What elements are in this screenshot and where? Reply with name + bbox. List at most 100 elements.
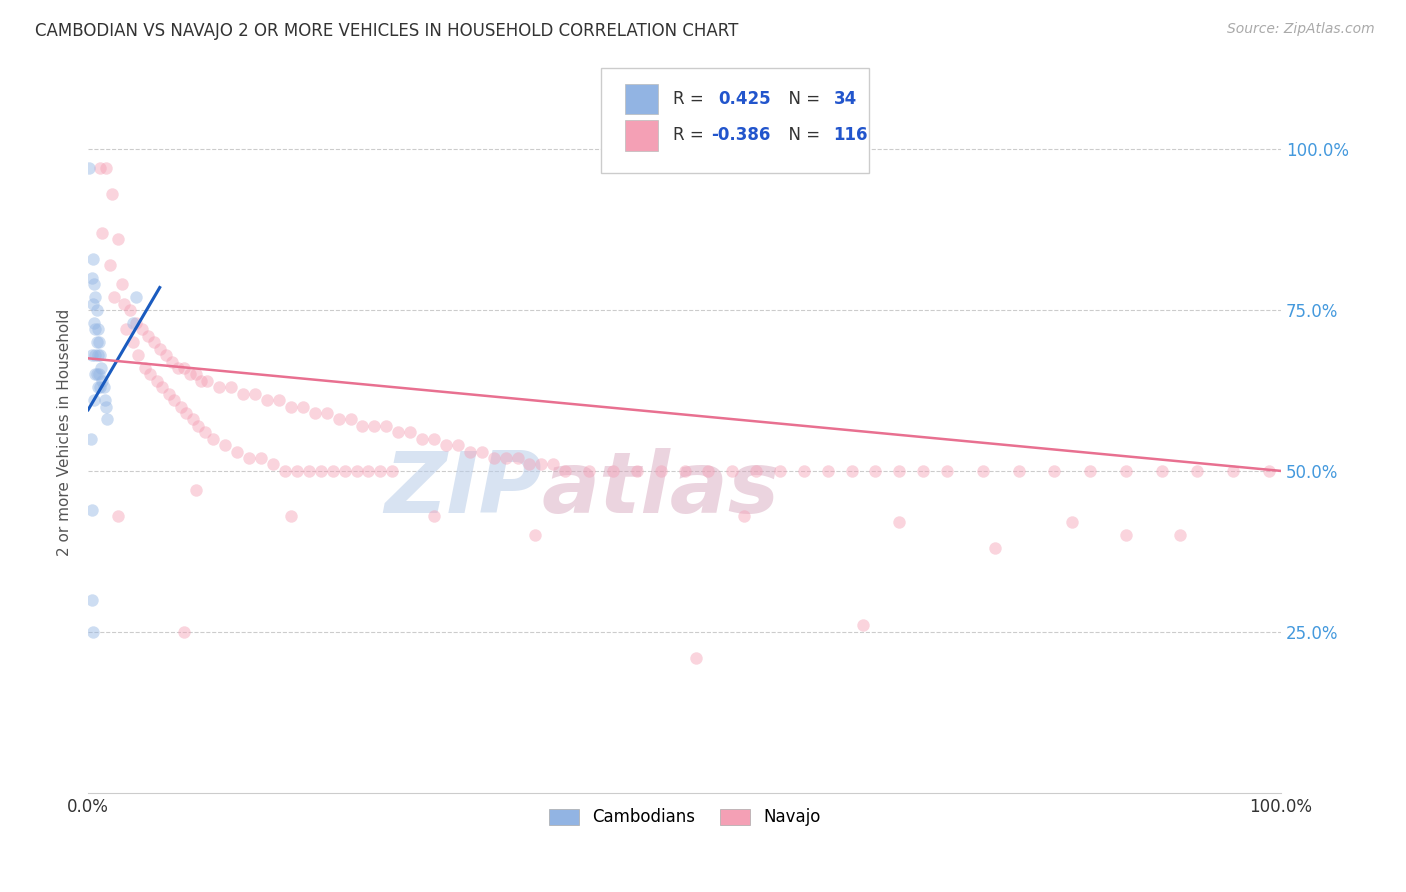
- Point: [333, 464, 356, 478]
- Point: [173, 361, 195, 376]
- Point: [1007, 464, 1029, 478]
- Point: [187, 418, 209, 433]
- Point: [125, 316, 148, 330]
- Text: 34: 34: [834, 90, 856, 108]
- Point: [411, 432, 433, 446]
- Point: [602, 464, 624, 478]
- Point: [136, 328, 159, 343]
- Point: [309, 464, 332, 478]
- Point: [91, 226, 114, 240]
- Point: [447, 438, 470, 452]
- Point: [89, 380, 111, 394]
- Point: [184, 483, 207, 498]
- Point: [399, 425, 422, 440]
- Point: [84, 290, 107, 304]
- Point: [202, 432, 225, 446]
- Point: [110, 277, 132, 292]
- Point: [107, 232, 129, 246]
- Point: [98, 258, 121, 272]
- Point: [131, 322, 153, 336]
- Point: [285, 464, 308, 478]
- Text: R =: R =: [672, 90, 709, 108]
- Point: [250, 451, 273, 466]
- Point: [103, 290, 125, 304]
- Point: [89, 348, 111, 362]
- Point: [94, 161, 117, 176]
- Point: [482, 451, 505, 466]
- FancyBboxPatch shape: [600, 69, 869, 173]
- Point: [84, 368, 107, 382]
- Point: [1078, 464, 1101, 478]
- Point: [274, 464, 297, 478]
- Point: [184, 368, 207, 382]
- Point: [122, 335, 145, 350]
- Point: [543, 458, 565, 472]
- Point: [346, 464, 368, 478]
- Text: N =: N =: [778, 127, 825, 145]
- Point: [852, 618, 875, 632]
- Point: [83, 393, 105, 408]
- Point: [434, 438, 457, 452]
- Point: [208, 380, 231, 394]
- Point: [181, 412, 204, 426]
- Point: [495, 451, 517, 466]
- Point: [94, 400, 117, 414]
- Point: [352, 418, 374, 433]
- Point: [458, 444, 481, 458]
- Point: [80, 348, 103, 362]
- Point: [150, 380, 173, 394]
- Point: [86, 348, 108, 362]
- Legend: Cambodians, Navajo: Cambodians, Navajo: [540, 800, 830, 835]
- Point: [86, 380, 108, 394]
- Point: [1062, 516, 1084, 530]
- Point: [370, 464, 392, 478]
- Point: [650, 464, 672, 478]
- Point: [1187, 464, 1209, 478]
- Point: [170, 400, 193, 414]
- Point: [381, 464, 404, 478]
- Point: [89, 161, 111, 176]
- Point: [134, 361, 156, 376]
- Point: [1115, 528, 1137, 542]
- Point: [280, 508, 302, 523]
- Point: [423, 432, 446, 446]
- Point: [139, 368, 162, 382]
- Point: [87, 335, 110, 350]
- Point: [243, 386, 266, 401]
- Point: [578, 464, 600, 478]
- Point: [936, 464, 959, 478]
- Point: [118, 303, 141, 318]
- Point: [889, 464, 911, 478]
- Point: [291, 400, 314, 414]
- Point: [82, 624, 104, 639]
- Text: atlas: atlas: [541, 449, 779, 532]
- Point: [357, 464, 380, 478]
- Point: [221, 380, 243, 394]
- Point: [1150, 464, 1173, 478]
- Text: Source: ZipAtlas.com: Source: ZipAtlas.com: [1227, 22, 1375, 37]
- Point: [1258, 464, 1281, 478]
- Point: [79, 161, 101, 176]
- Point: [83, 316, 105, 330]
- Point: [84, 322, 107, 336]
- Point: [889, 516, 911, 530]
- Point: [127, 348, 149, 362]
- Point: [673, 464, 696, 478]
- Point: [232, 386, 254, 401]
- Point: [423, 508, 446, 523]
- Point: [174, 406, 197, 420]
- Point: [179, 368, 201, 382]
- Text: 0.425: 0.425: [718, 90, 770, 108]
- Text: N =: N =: [778, 90, 825, 108]
- Point: [817, 464, 839, 478]
- Point: [524, 528, 547, 542]
- Point: [86, 303, 108, 318]
- Point: [841, 464, 863, 478]
- Y-axis label: 2 or more Vehicles in Household: 2 or more Vehicles in Household: [58, 309, 72, 556]
- Point: [238, 451, 260, 466]
- Point: [298, 464, 321, 478]
- Point: [626, 464, 648, 478]
- Point: [983, 541, 1005, 555]
- Point: [84, 348, 107, 362]
- Point: [166, 361, 188, 376]
